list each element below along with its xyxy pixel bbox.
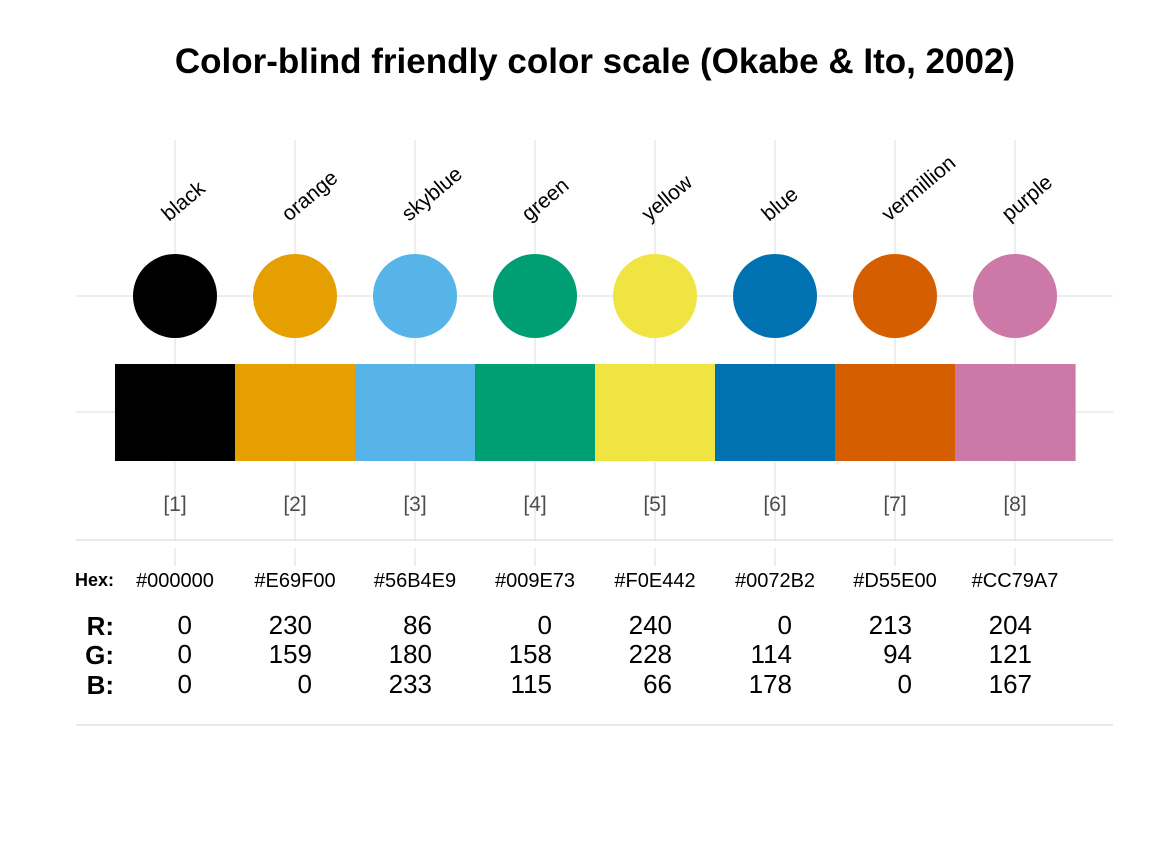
r-value-purple: 204 [989,610,1032,640]
color-name-orange: orange [277,166,342,226]
g-value-skyblue: 180 [389,639,432,669]
marks-layer [115,254,1076,461]
color-dot-yellow [613,254,697,338]
color-index-label: [5] [643,493,666,516]
hex-value-purple: #CC79A7 [972,570,1059,592]
hex-value-orange: #E69F00 [254,570,335,592]
color-dot-black [133,254,217,338]
r-value-black: 0 [178,610,192,640]
hex-value-black: #000000 [136,570,214,592]
r-value-green: 0 [538,610,552,640]
hex-value-blue: #0072B2 [735,570,815,592]
b-value-orange: 0 [298,669,312,699]
hex-value-yellow: #F0E442 [614,570,695,592]
color-dot-green [493,254,577,338]
color-dot-skyblue [373,254,457,338]
color-name-black: black [157,176,210,225]
b-value-purple: 167 [989,669,1032,699]
color-dot-blue [733,254,817,338]
chart-title: Color-blind friendly color scale (Okabe … [175,42,1015,81]
g-value-vermillion: 94 [883,639,912,669]
r-value-orange: 230 [269,610,312,640]
color-name-blue: blue [757,183,802,226]
color-swatch-yellow [595,364,716,461]
color-swatch-vermillion [835,364,956,461]
color-swatch-orange [235,364,356,461]
g-value-orange: 159 [269,639,312,669]
color-name-skyblue: skyblue [397,162,466,225]
b-value-black: 0 [178,669,192,699]
color-index-label: [7] [883,493,906,516]
hex-value-skyblue: #56B4E9 [374,570,456,592]
b-value-yellow: 66 [643,669,672,699]
r-value-vermillion: 213 [869,610,912,640]
color-name-purple: purple [997,171,1057,226]
color-name-vermillion: vermillion [877,151,960,226]
r-row-label: R: [87,611,114,641]
color-dot-orange [253,254,337,338]
color-swatch-black [115,364,236,461]
b-value-skyblue: 233 [389,669,432,699]
g-value-yellow: 228 [629,639,672,669]
color-index-label: [6] [763,493,786,516]
b-value-green: 115 [511,669,552,699]
g-value-purple: 121 [989,639,1032,669]
hex-value-vermillion: #D55E00 [853,570,936,592]
color-dot-vermillion [853,254,937,338]
g-value-black: 0 [178,639,192,669]
g-row-label: G: [85,640,114,670]
hex-row-label: Hex: [75,570,114,590]
g-value-green: 158 [509,639,552,669]
r-value-yellow: 240 [629,610,672,640]
color-name-green: green [517,174,573,226]
color-name-yellow: yellow [637,170,697,226]
color-swatch-purple [955,364,1076,461]
color-swatch-green [475,364,596,461]
r-value-blue: 0 [778,610,792,640]
color-index-label: [8] [1003,493,1026,516]
b-value-vermillion: 0 [898,669,912,699]
hex-value-green: #009E73 [495,570,575,592]
color-index-label: [4] [523,493,546,516]
color-index-label: [3] [403,493,426,516]
r-value-skyblue: 86 [403,610,432,640]
color-swatch-blue [715,364,836,461]
color-swatch-skyblue [355,364,476,461]
b-row-label: B: [87,670,114,700]
g-value-blue: 114 [751,639,792,669]
color-index-label: [2] [283,493,306,516]
b-value-blue: 178 [749,669,792,699]
color-index-label: [1] [163,493,186,516]
color-dot-purple [973,254,1057,338]
